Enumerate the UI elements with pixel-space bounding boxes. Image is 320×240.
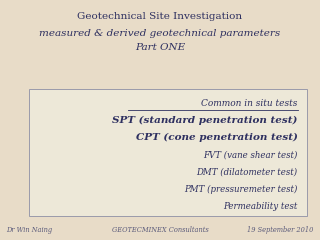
Text: SPT (standard penetration test): SPT (standard penetration test) (112, 116, 298, 125)
Text: CPT (cone penetration test): CPT (cone penetration test) (136, 133, 298, 142)
Text: Common in situ tests: Common in situ tests (201, 99, 298, 108)
Text: measured & derived geotechnical parameters: measured & derived geotechnical paramete… (39, 29, 281, 38)
FancyBboxPatch shape (29, 89, 307, 216)
Text: 19 September 2010: 19 September 2010 (247, 226, 314, 234)
Text: Permeability test: Permeability test (223, 202, 298, 211)
Text: PMT (pressuremeter test): PMT (pressuremeter test) (184, 185, 298, 194)
Text: Dr Win Naing: Dr Win Naing (6, 226, 52, 234)
Text: Geotechnical Site Investigation: Geotechnical Site Investigation (77, 12, 243, 21)
Text: GEOTECMINEX Consultants: GEOTECMINEX Consultants (112, 226, 208, 234)
Text: FVT (vane shear test): FVT (vane shear test) (203, 150, 298, 159)
Text: Part ONE: Part ONE (135, 43, 185, 53)
Text: DMT (dilatometer test): DMT (dilatometer test) (196, 168, 298, 176)
